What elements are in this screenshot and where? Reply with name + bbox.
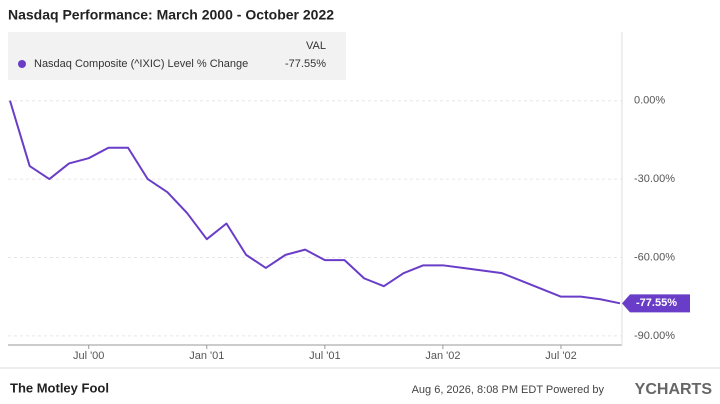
chart-title: Nasdaq Performance: March 2000 - October…: [8, 7, 334, 23]
x-tick-label: Jul '00: [73, 350, 104, 362]
legend-marker: [18, 60, 26, 68]
timestamp: Aug 6, 2026, 8:08 PM EDT Powered by: [412, 384, 605, 396]
y-tick-label: -30.00%: [634, 173, 675, 185]
x-tick-label: Jan '02: [425, 350, 460, 362]
legend-value: -77.55%: [285, 58, 326, 70]
y-tick-label: -90.00%: [634, 330, 675, 342]
x-tick-label: Jul '01: [309, 350, 340, 362]
legend-label: Nasdaq Composite (^IXIC) Level % Change: [34, 58, 248, 70]
brand: YCHARTS: [635, 381, 713, 398]
last-value-flag: [622, 294, 690, 313]
y-tick-label: 0.00%: [634, 95, 665, 107]
legend-header: VAL: [306, 40, 326, 52]
x-tick-label: Jan '01: [189, 350, 224, 362]
series-line: [9, 100, 621, 305]
x-tick-label: Jul '02: [545, 350, 576, 362]
source-logo: The Motley Fool: [10, 380, 109, 395]
legend-box: [8, 32, 346, 80]
y-tick-label: -60.00%: [634, 251, 675, 263]
last-value-label: -77.55%: [636, 297, 677, 309]
